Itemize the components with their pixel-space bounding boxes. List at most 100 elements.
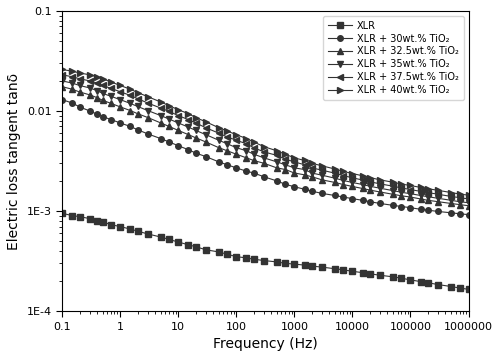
XLR + 37.5wt.% TiO₂ — [292, 160, 298, 164]
XLR + 35wt.% TiO₂ — [274, 160, 280, 164]
XLR + 32.5wt.% TiO₂ — [100, 98, 105, 102]
XLR + 35wt.% TiO₂ — [350, 180, 356, 185]
XLR + 40wt.% TiO₂ — [175, 107, 181, 112]
XLR + 35wt.% TiO₂ — [216, 138, 222, 142]
XLR + 40wt.% TiO₂ — [108, 80, 114, 84]
XLR + 32.5wt.% TiO₂ — [145, 115, 151, 120]
XLR + 37.5wt.% TiO₂ — [309, 166, 315, 170]
XLR + 35wt.% TiO₂ — [360, 182, 366, 187]
XLR + 40wt.% TiO₂ — [332, 167, 338, 171]
XLR + 40wt.% TiO₂ — [145, 95, 151, 99]
XLR + 37.5wt.% TiO₂ — [59, 73, 65, 77]
XLR + 37.5wt.% TiO₂ — [175, 113, 181, 118]
XLR + 40wt.% TiO₂ — [390, 180, 396, 184]
XLR + 32.5wt.% TiO₂ — [425, 198, 431, 203]
XLR — [203, 248, 209, 252]
XLR + 30wt.% TiO₂ — [274, 179, 280, 183]
XLR + 35wt.% TiO₂ — [175, 121, 181, 125]
XLR + 37.5wt.% TiO₂ — [408, 187, 414, 192]
XLR + 32.5wt.% TiO₂ — [390, 192, 396, 197]
XLR + 35wt.% TiO₂ — [86, 86, 92, 90]
XLR + 35wt.% TiO₂ — [332, 176, 338, 180]
XLR + 40wt.% TiO₂ — [302, 158, 308, 163]
XLR + 40wt.% TiO₂ — [158, 100, 164, 104]
XLR + 35wt.% TiO₂ — [466, 200, 471, 205]
XLR + 37.5wt.% TiO₂ — [94, 81, 100, 85]
XLR + 37.5wt.% TiO₂ — [319, 168, 325, 172]
XLR + 32.5wt.% TiO₂ — [134, 112, 140, 116]
XLR + 37.5wt.% TiO₂ — [145, 101, 151, 105]
XLR + 37.5wt.% TiO₂ — [274, 153, 280, 158]
XLR + 30wt.% TiO₂ — [408, 205, 414, 210]
XLR + 32.5wt.% TiO₂ — [332, 180, 338, 185]
XLR + 35wt.% TiO₂ — [456, 199, 462, 204]
XLR + 32.5wt.% TiO₂ — [319, 178, 325, 182]
XLR + 30wt.% TiO₂ — [166, 140, 172, 144]
XLR — [234, 255, 239, 259]
XLR — [261, 258, 267, 263]
XLR + 30wt.% TiO₂ — [425, 208, 431, 212]
Line: XLR + 35wt.% TiO₂: XLR + 35wt.% TiO₂ — [60, 78, 472, 205]
XLR + 35wt.% TiO₂ — [309, 171, 315, 175]
XLR + 37.5wt.% TiO₂ — [332, 171, 338, 175]
XLR — [108, 223, 114, 227]
XLR — [250, 257, 256, 261]
XLR + 32.5wt.% TiO₂ — [166, 124, 172, 129]
XLR + 30wt.% TiO₂ — [319, 191, 325, 195]
XLR + 30wt.% TiO₂ — [456, 212, 462, 216]
XLR + 32.5wt.% TiO₂ — [377, 190, 383, 194]
XLR + 30wt.% TiO₂ — [448, 211, 454, 215]
XLR + 32.5wt.% TiO₂ — [158, 121, 164, 125]
XLR + 35wt.% TiO₂ — [100, 91, 105, 96]
XLR + 40wt.% TiO₂ — [350, 171, 356, 176]
XLR + 30wt.% TiO₂ — [244, 169, 250, 173]
XLR + 40wt.% TiO₂ — [282, 152, 288, 156]
Line: XLR: XLR — [60, 211, 472, 292]
XLR + 40wt.% TiO₂ — [216, 126, 222, 130]
XLR + 37.5wt.% TiO₂ — [117, 90, 123, 94]
XLR — [332, 267, 338, 271]
XLR + 40wt.% TiO₂ — [224, 129, 230, 133]
XLR + 37.5wt.% TiO₂ — [250, 145, 256, 150]
XLR + 40wt.% TiO₂ — [234, 132, 239, 137]
XLR + 32.5wt.% TiO₂ — [408, 195, 414, 199]
XLR + 30wt.% TiO₂ — [86, 109, 92, 113]
XLR — [76, 214, 82, 219]
XLR — [145, 232, 151, 236]
XLR + 40wt.% TiO₂ — [203, 120, 209, 124]
XLR + 30wt.% TiO₂ — [216, 160, 222, 164]
XLR + 30wt.% TiO₂ — [360, 198, 366, 203]
XLR + 40wt.% TiO₂ — [435, 188, 441, 193]
XLR + 35wt.% TiO₂ — [435, 196, 441, 200]
XLR + 37.5wt.% TiO₂ — [398, 186, 404, 190]
Legend: XLR, XLR + 30wt.% TiO₂, XLR + 32.5wt.% TiO₂, XLR + 35wt.% TiO₂, XLR + 37.5wt.% T: XLR, XLR + 30wt.% TiO₂, XLR + 32.5wt.% T… — [323, 16, 464, 100]
XLR + 40wt.% TiO₂ — [261, 145, 267, 149]
XLR — [340, 268, 346, 272]
Y-axis label: Electric loss tangent tanδ: Electric loss tangent tanδ — [7, 72, 21, 250]
XLR + 32.5wt.% TiO₂ — [456, 202, 462, 207]
XLR + 40wt.% TiO₂ — [76, 71, 82, 75]
XLR + 30wt.% TiO₂ — [175, 144, 181, 148]
XLR + 32.5wt.% TiO₂ — [340, 182, 346, 187]
XLR + 40wt.% TiO₂ — [134, 90, 140, 95]
XLR + 35wt.% TiO₂ — [292, 166, 298, 170]
XLR + 32.5wt.% TiO₂ — [108, 101, 114, 106]
XLR + 30wt.% TiO₂ — [390, 203, 396, 208]
XLR + 32.5wt.% TiO₂ — [192, 136, 198, 140]
XLR + 32.5wt.% TiO₂ — [282, 168, 288, 172]
XLR — [309, 264, 315, 268]
XLR — [390, 275, 396, 279]
XLR + 40wt.% TiO₂ — [166, 103, 172, 108]
XLR + 40wt.% TiO₂ — [186, 112, 192, 116]
XLR — [292, 262, 298, 266]
XLR + 40wt.% TiO₂ — [94, 74, 100, 79]
XLR + 35wt.% TiO₂ — [94, 88, 100, 93]
Line: XLR + 37.5wt.% TiO₂: XLR + 37.5wt.% TiO₂ — [60, 72, 472, 202]
XLR + 30wt.% TiO₂ — [224, 163, 230, 167]
XLR + 35wt.% TiO₂ — [186, 125, 192, 129]
XLR + 35wt.% TiO₂ — [448, 198, 454, 203]
XLR + 40wt.% TiO₂ — [100, 77, 105, 81]
XLR — [128, 227, 134, 231]
XLR + 30wt.% TiO₂ — [377, 201, 383, 205]
XLR + 37.5wt.% TiO₂ — [166, 109, 172, 113]
